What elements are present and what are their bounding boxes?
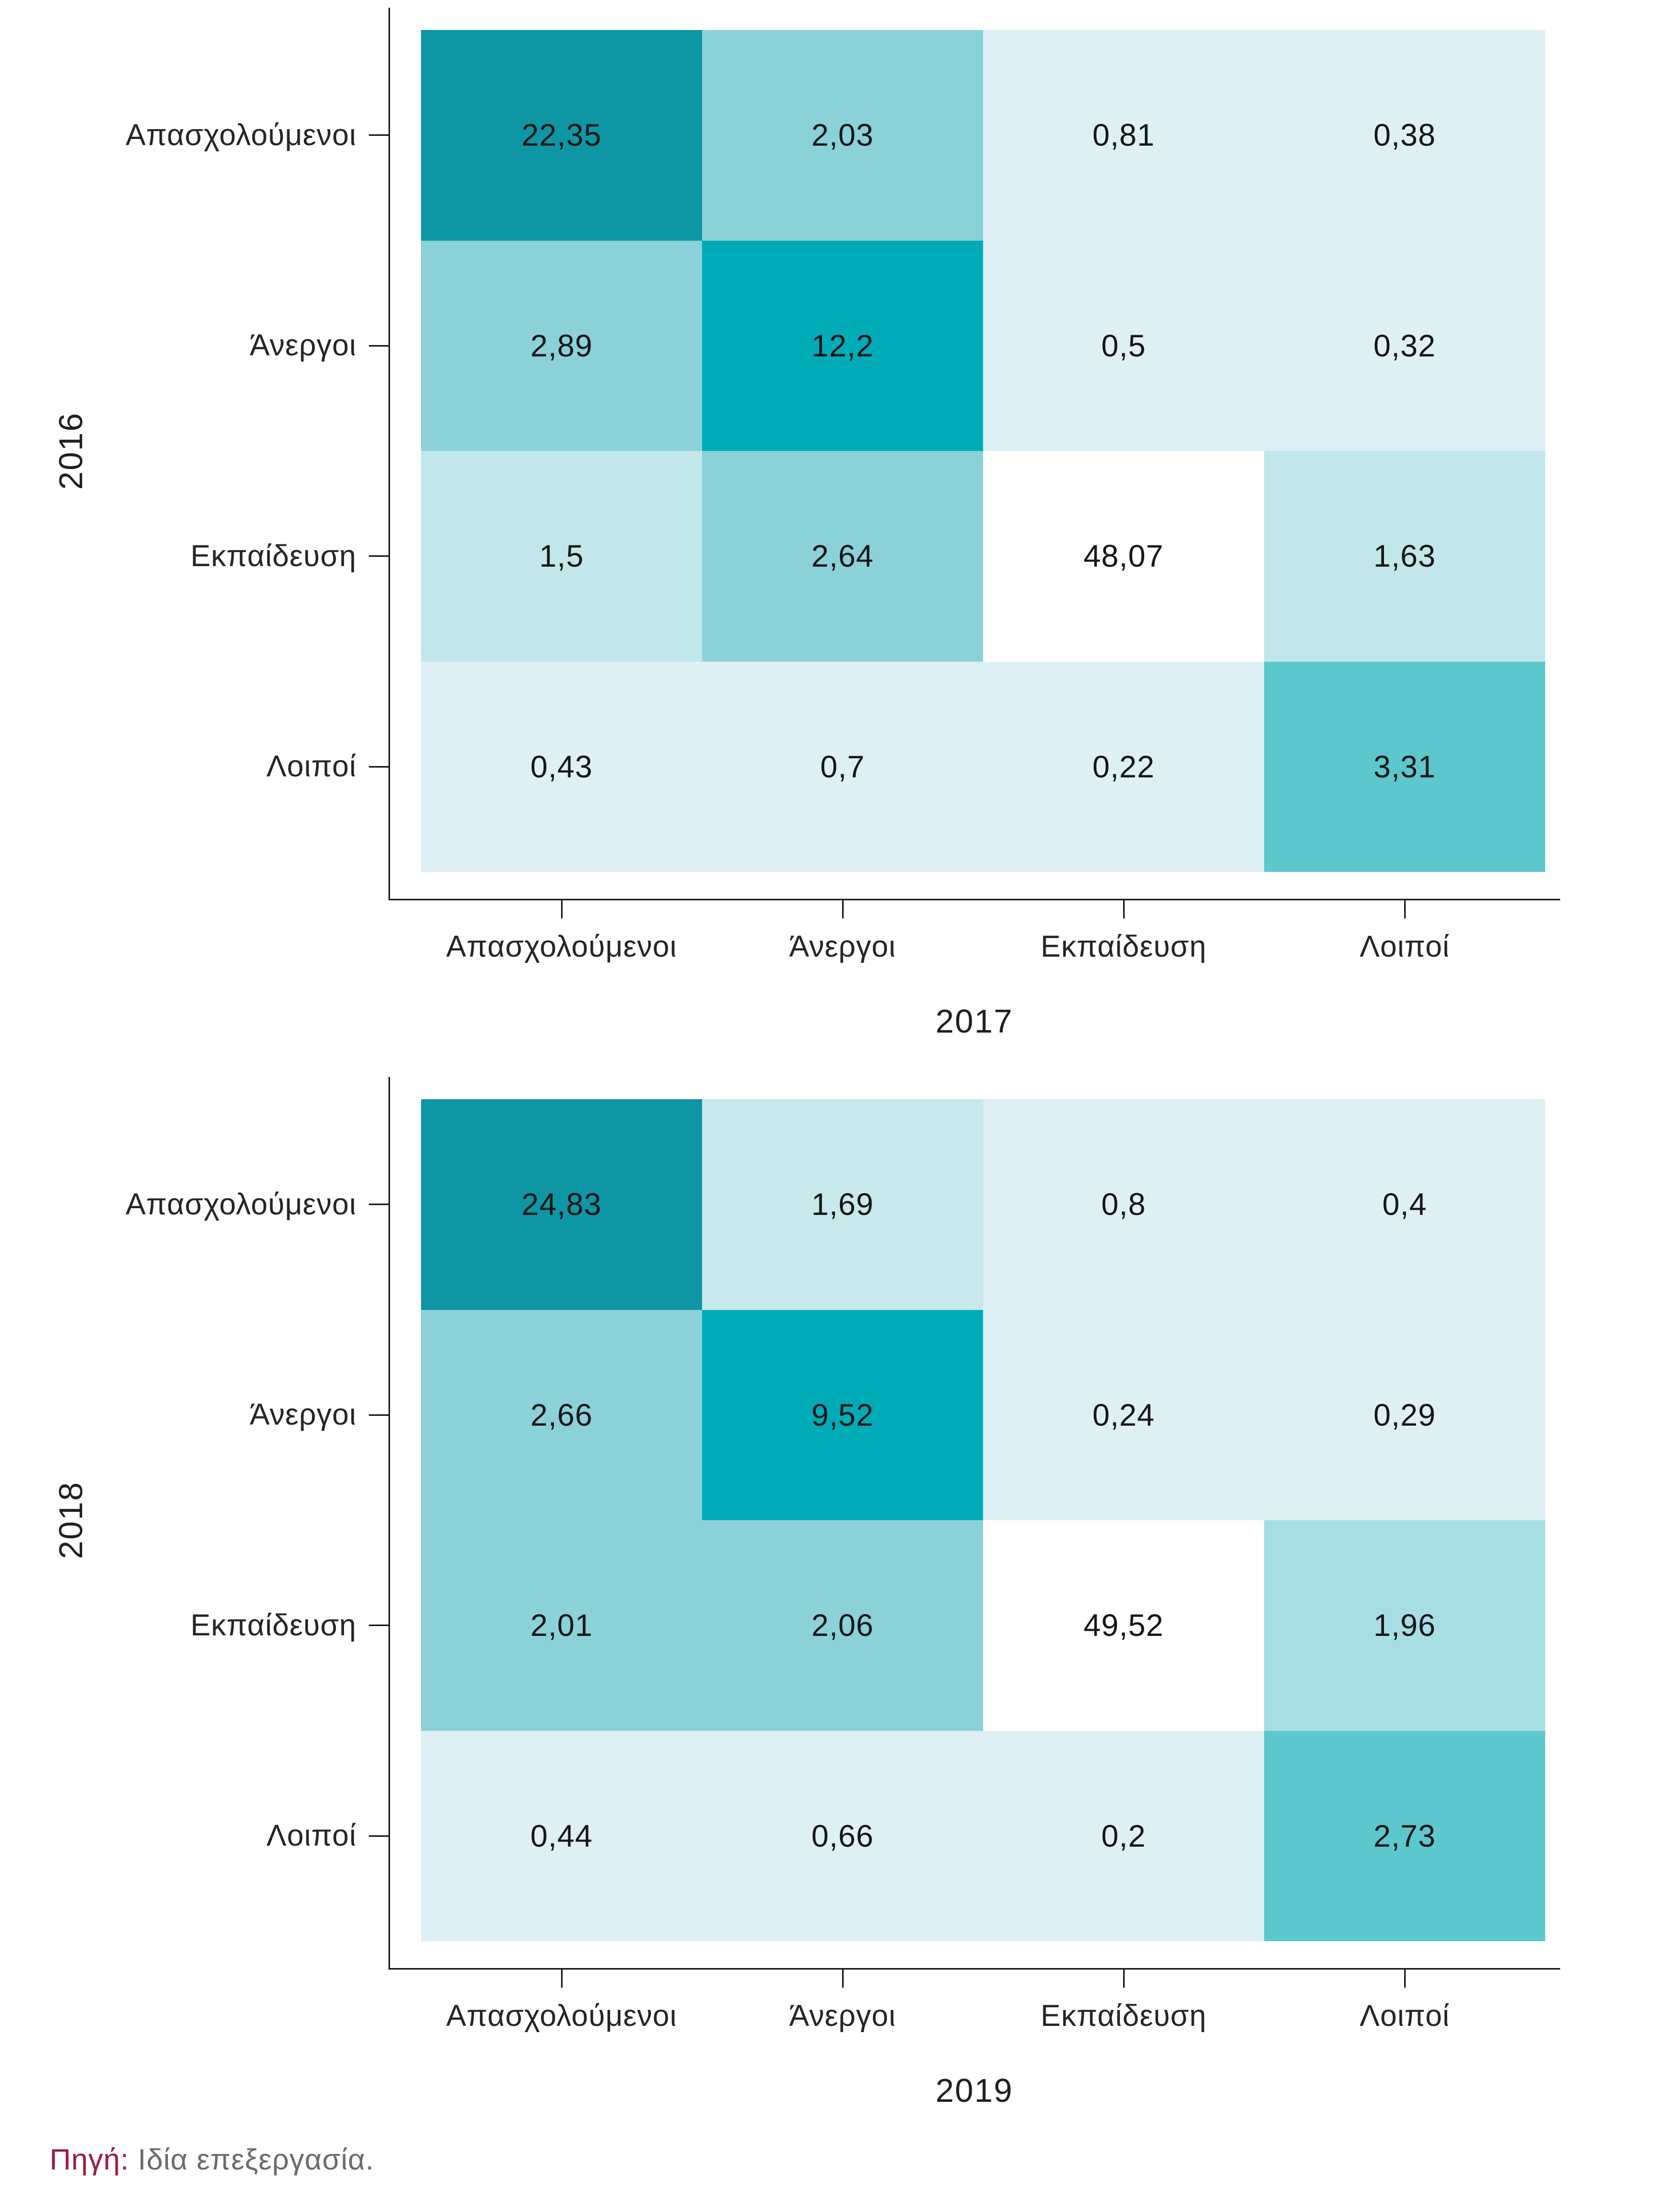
x-tick-label: Εκπαίδευση xyxy=(1040,1999,1207,2033)
heatmap-cell: 2,66 xyxy=(421,1309,702,1520)
heatmap-cell: 0,7 xyxy=(702,661,983,872)
heatmap-cell: 9,52 xyxy=(702,1309,983,1520)
x-axis-title: 2019 xyxy=(935,2072,1014,2109)
heatmap-cell: 0,44 xyxy=(421,1730,702,1941)
y-tick-label: Λοιποί xyxy=(266,750,356,784)
heatmap-cell: 0,8 xyxy=(983,1099,1264,1310)
source-note: Πηγή: Ιδία επεξεργασία. xyxy=(50,2143,374,2177)
heatmap-cell: 2,73 xyxy=(1264,1730,1545,1941)
heatmap-cell: 0,43 xyxy=(421,661,702,872)
x-axis-tick xyxy=(842,1968,844,1988)
heatmap-cell: 2,03 xyxy=(702,30,983,241)
heatmap-cell: 24,83 xyxy=(421,1099,702,1310)
heatmap-cell: 0,32 xyxy=(1264,240,1545,451)
y-axis-tick xyxy=(369,1204,388,1206)
y-tick-label: Απασχολούμενοι xyxy=(126,118,356,152)
heatmap-cell: 22,35 xyxy=(421,30,702,241)
x-axis-title: 2017 xyxy=(935,1003,1014,1040)
heatmap-cell: 2,89 xyxy=(421,240,702,451)
y-axis-tick xyxy=(369,1625,388,1627)
x-axis-line xyxy=(388,1968,1560,1970)
x-axis-tick xyxy=(561,899,563,918)
y-tick-label: Άνεργοι xyxy=(250,1398,356,1432)
heatmap-cell: 0,2 xyxy=(983,1730,1264,1941)
heatmap-cell: 2,06 xyxy=(702,1520,983,1731)
source-label: Πηγή: xyxy=(50,2143,129,2176)
y-axis-tick xyxy=(369,345,388,347)
y-tick-label: Εκπαίδευση xyxy=(190,539,356,573)
y-axis-tick xyxy=(369,555,388,557)
y-axis-title: 2018 xyxy=(52,1481,89,1559)
x-tick-label: Εκπαίδευση xyxy=(1040,930,1207,963)
y-tick-label: Άνεργοι xyxy=(250,329,356,363)
heatmap-cell: 0,66 xyxy=(702,1730,983,1941)
heatmap-cell: 3,31 xyxy=(1264,661,1545,872)
y-tick-label: Λοιποί xyxy=(266,1819,356,1853)
y-axis-tick xyxy=(369,134,388,136)
x-tick-label: Άνεργοι xyxy=(789,930,896,963)
heatmap-cell: 2,64 xyxy=(702,451,983,662)
y-tick-label: Απασχολούμενοι xyxy=(126,1187,356,1221)
heatmap-cell: 1,5 xyxy=(421,451,702,662)
x-tick-label: Απασχολούμενοι xyxy=(446,930,677,963)
heatmap-cell: 0,22 xyxy=(983,661,1264,872)
x-tick-label: Λοιποί xyxy=(1359,930,1450,963)
heatmap-cell: 0,24 xyxy=(983,1309,1264,1520)
y-axis-tick xyxy=(369,1835,388,1837)
heatmap-cell: 0,38 xyxy=(1264,30,1545,241)
x-tick-label: Απασχολούμενοι xyxy=(446,1999,677,2033)
heatmap-cell: 1,69 xyxy=(702,1099,983,1310)
heatmap-cell: 1,96 xyxy=(1264,1520,1545,1731)
source-text: Ιδία επεξεργασία. xyxy=(129,2143,375,2176)
heatmap-cell: 48,07 xyxy=(983,451,1264,662)
heatmap-cell: 12,2 xyxy=(702,240,983,451)
y-axis-tick xyxy=(369,1414,388,1416)
x-axis-tick xyxy=(842,899,844,918)
x-axis-tick xyxy=(1123,1968,1125,1988)
heatmap-cell: 0,81 xyxy=(983,30,1264,241)
x-axis-tick xyxy=(561,1968,563,1988)
heatmap-cell: 49,52 xyxy=(983,1520,1264,1731)
x-axis-tick xyxy=(1404,1968,1406,1988)
heatmap-cell: 1,63 xyxy=(1264,451,1545,662)
heatmap-cell: 0,29 xyxy=(1264,1309,1545,1520)
x-tick-label: Άνεργοι xyxy=(789,1999,896,2033)
heatmap-cell: 0,4 xyxy=(1264,1099,1545,1310)
x-axis-line xyxy=(388,899,1560,900)
x-axis-tick xyxy=(1123,899,1125,918)
heatmap-cell: 0,5 xyxy=(983,240,1264,451)
y-axis-line xyxy=(388,8,390,900)
x-axis-tick xyxy=(1404,899,1406,918)
heatmap-cell: 2,01 xyxy=(421,1520,702,1731)
y-axis-tick xyxy=(369,766,388,768)
y-tick-label: Εκπαίδευση xyxy=(190,1608,356,1642)
x-tick-label: Λοιποί xyxy=(1359,1999,1450,2033)
y-axis-line xyxy=(388,1077,390,1970)
